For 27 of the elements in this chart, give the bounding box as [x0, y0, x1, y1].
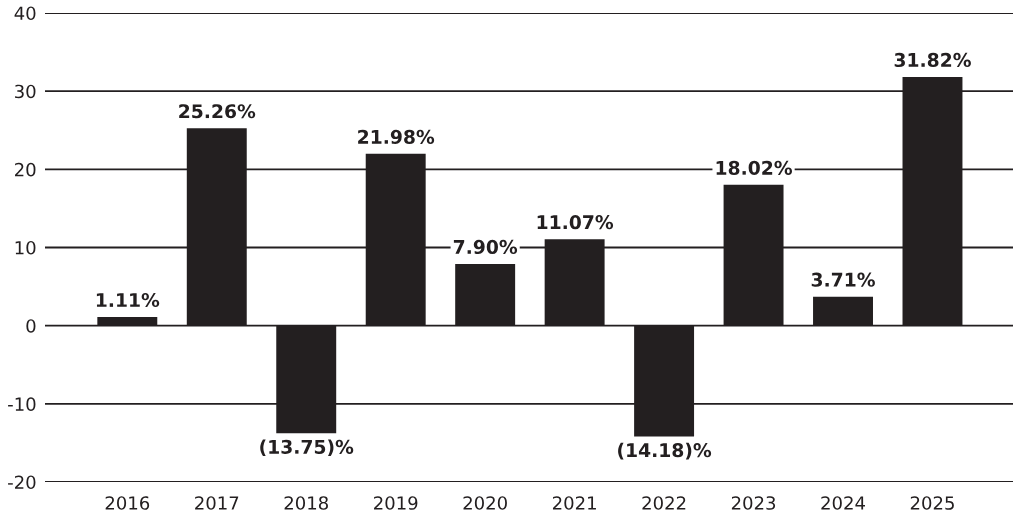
data-label: (13.75)% — [260, 439, 354, 457]
data-label: 7.90% — [453, 239, 518, 255]
data-label: 21.98% — [358, 129, 435, 144]
y-tick-label: -20 — [8, 475, 36, 490]
x-tick-label: 2020 — [463, 496, 507, 510]
data-label: 11.07% — [537, 215, 614, 230]
data-label: 1.11% — [96, 292, 160, 308]
x-tick-label: 2018 — [284, 496, 328, 510]
y-tick-label: 20 — [15, 162, 36, 177]
y-tick-label: -10 — [8, 397, 36, 411]
y-tick-label: 10 — [15, 240, 36, 255]
y-tick-label: 30 — [15, 84, 36, 99]
data-label: 3.71% — [811, 272, 875, 287]
x-tick-label: 2019 — [374, 496, 418, 510]
x-tick-label: 2025 — [910, 496, 954, 510]
x-tick-label: 2022 — [642, 496, 686, 510]
data-label: 18.02% — [716, 160, 793, 175]
x-tick-label: 2024 — [821, 496, 865, 510]
x-tick-label: 2017 — [195, 496, 239, 510]
y-tick-label: 0 — [26, 319, 36, 333]
x-tick-label: 2021 — [552, 496, 596, 510]
x-tick-label: 2016 — [105, 496, 150, 510]
data-label: (14.18)% — [618, 442, 712, 460]
data-label: 25.26% — [179, 104, 256, 119]
y-tick-label: 40 — [14, 6, 36, 21]
data-label: 31.82% — [894, 52, 971, 68]
x-tick-label: 2023 — [731, 496, 776, 510]
